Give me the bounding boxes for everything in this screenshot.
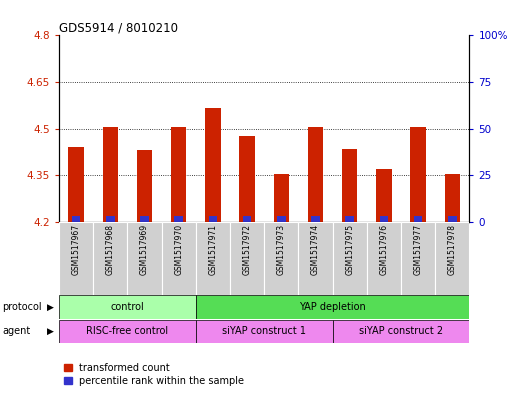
Bar (140, 215, 149, 222)
Bar (308, 127, 323, 222)
Bar (137, 151, 152, 222)
Text: agent: agent (3, 326, 31, 336)
Bar (445, 174, 460, 222)
Text: protocol: protocol (3, 302, 42, 312)
Text: siYAP construct 2: siYAP construct 2 (359, 326, 443, 336)
Bar (273, 174, 289, 222)
Text: GSM1517978: GSM1517978 (448, 224, 457, 275)
Text: YAP depletion: YAP depletion (299, 302, 366, 312)
Bar (277, 215, 286, 222)
Bar (311, 215, 320, 222)
Bar (376, 169, 391, 222)
Text: ▶: ▶ (47, 327, 54, 336)
Bar (448, 215, 457, 222)
Bar (106, 215, 114, 222)
Bar (59, 295, 196, 319)
Bar (332, 320, 469, 343)
Bar (410, 127, 426, 222)
Legend: transformed count, percentile rank within the sample: transformed count, percentile rank withi… (64, 363, 244, 386)
Bar (332, 222, 367, 295)
Text: control: control (110, 302, 144, 312)
Text: GSM1517975: GSM1517975 (345, 224, 354, 275)
Bar (162, 222, 196, 295)
Text: GSM1517972: GSM1517972 (243, 224, 251, 275)
Bar (230, 222, 264, 295)
Text: GSM1517970: GSM1517970 (174, 224, 183, 275)
Bar (209, 215, 217, 222)
Bar (68, 147, 84, 222)
Text: GSM1517973: GSM1517973 (277, 224, 286, 275)
Bar (127, 222, 162, 295)
Text: ▶: ▶ (47, 303, 54, 311)
Bar (59, 222, 93, 295)
Bar (345, 215, 354, 222)
Bar (414, 215, 422, 222)
Bar (264, 222, 299, 295)
Text: GSM1517974: GSM1517974 (311, 224, 320, 275)
Bar (59, 320, 196, 343)
Bar (240, 136, 255, 222)
Text: siYAP construct 1: siYAP construct 1 (222, 326, 306, 336)
Bar (243, 215, 251, 222)
Text: GSM1517968: GSM1517968 (106, 224, 115, 275)
Text: RISC-free control: RISC-free control (86, 326, 168, 336)
Text: GSM1517969: GSM1517969 (140, 224, 149, 275)
Bar (174, 215, 183, 222)
Text: GSM1517967: GSM1517967 (72, 224, 81, 275)
Text: GDS5914 / 8010210: GDS5914 / 8010210 (59, 21, 178, 34)
Bar (205, 108, 221, 222)
Bar (196, 295, 469, 319)
Bar (72, 215, 81, 222)
Text: GSM1517977: GSM1517977 (413, 224, 423, 275)
Bar (380, 215, 388, 222)
Bar (401, 222, 435, 295)
Text: GSM1517971: GSM1517971 (208, 224, 218, 275)
Bar (342, 149, 358, 222)
Bar (196, 222, 230, 295)
Bar (299, 222, 332, 295)
Bar (196, 320, 332, 343)
Bar (93, 222, 127, 295)
Bar (435, 222, 469, 295)
Text: GSM1517976: GSM1517976 (380, 224, 388, 275)
Bar (367, 222, 401, 295)
Bar (171, 127, 186, 222)
Bar (103, 127, 118, 222)
